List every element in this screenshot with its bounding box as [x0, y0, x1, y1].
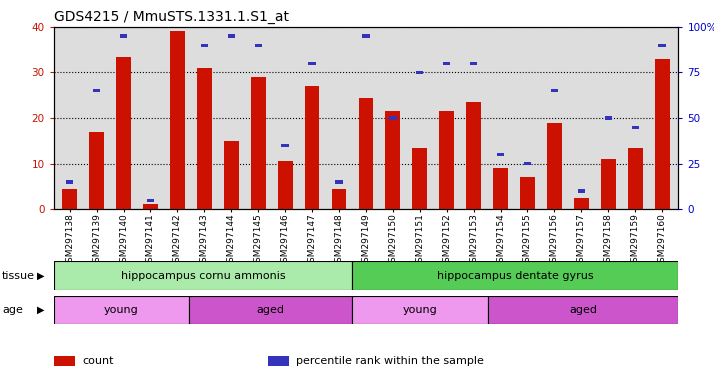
Text: young: young — [403, 305, 438, 315]
Text: percentile rank within the sample: percentile rank within the sample — [296, 356, 484, 366]
Text: hippocampus dentate gyrus: hippocampus dentate gyrus — [437, 270, 593, 281]
Bar — [143, 204, 158, 209]
Bar — [605, 116, 612, 120]
Text: count: count — [82, 356, 114, 366]
Bar — [352, 296, 488, 324]
Bar — [493, 168, 508, 209]
Bar — [386, 111, 401, 209]
Bar — [170, 31, 185, 209]
Bar — [362, 35, 370, 38]
Bar — [658, 43, 666, 47]
Bar — [389, 116, 396, 120]
Bar — [352, 261, 678, 290]
Bar — [197, 68, 212, 209]
Bar — [358, 98, 373, 209]
Bar — [331, 189, 346, 209]
Bar — [120, 35, 127, 38]
Bar — [574, 198, 589, 209]
Bar — [278, 161, 293, 209]
Bar — [305, 86, 319, 209]
Bar — [628, 148, 643, 209]
Bar — [54, 261, 352, 290]
Bar — [54, 296, 189, 324]
Text: ▶: ▶ — [37, 305, 45, 315]
Bar — [550, 89, 558, 92]
Bar — [93, 89, 101, 92]
Bar — [524, 162, 531, 165]
Bar — [631, 126, 639, 129]
Text: age: age — [2, 305, 23, 315]
Bar — [228, 35, 235, 38]
Bar — [251, 77, 266, 209]
Bar — [174, 7, 181, 10]
Bar — [147, 199, 154, 202]
Bar — [416, 71, 423, 74]
Bar — [413, 148, 427, 209]
Bar — [488, 296, 678, 324]
Bar — [308, 62, 316, 65]
Text: aged: aged — [257, 305, 285, 315]
Bar — [224, 141, 238, 209]
Bar — [439, 111, 454, 209]
Text: GDS4215 / MmuSTS.1331.1.S1_at: GDS4215 / MmuSTS.1331.1.S1_at — [54, 10, 288, 23]
Bar — [497, 153, 504, 156]
Text: aged: aged — [569, 305, 597, 315]
Bar — [254, 43, 262, 47]
Bar — [336, 180, 343, 184]
Bar — [520, 177, 535, 209]
Bar — [470, 62, 478, 65]
Bar — [62, 189, 77, 209]
Bar — [443, 62, 451, 65]
Bar — [189, 296, 352, 324]
Bar — [547, 122, 562, 209]
Bar — [578, 189, 585, 193]
Bar — [466, 102, 481, 209]
Bar — [116, 56, 131, 209]
Text: ▶: ▶ — [37, 270, 45, 281]
Bar — [89, 132, 104, 209]
Bar — [655, 59, 670, 209]
Bar — [281, 144, 289, 147]
Bar — [66, 180, 74, 184]
Text: tissue: tissue — [2, 270, 35, 281]
Bar — [601, 159, 615, 209]
Text: hippocampus cornu ammonis: hippocampus cornu ammonis — [121, 270, 286, 281]
Bar — [201, 43, 208, 47]
Text: young: young — [104, 305, 139, 315]
